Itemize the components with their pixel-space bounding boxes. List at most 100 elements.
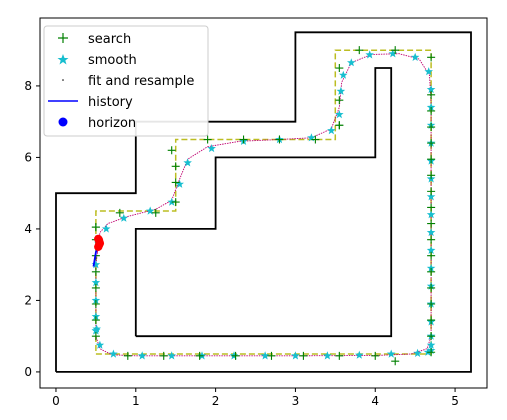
search-point (391, 357, 400, 366)
search-point (427, 235, 436, 244)
smooth-point (145, 206, 155, 215)
smooth-point (167, 351, 176, 360)
smooth-point (339, 70, 348, 79)
smooth-point (355, 350, 364, 359)
search-point (239, 135, 248, 144)
search-point (335, 64, 344, 73)
legend-item-history: history (48, 95, 133, 110)
search-point (91, 267, 100, 276)
smooth-point (119, 213, 129, 222)
search-point (171, 178, 180, 187)
search-point (427, 267, 436, 276)
search-point (91, 283, 100, 292)
x-tick-label: 0 (52, 394, 60, 408)
walls-layer (55, 31, 472, 373)
search-point (91, 316, 100, 325)
legend-box (43, 25, 209, 137)
search-point (391, 46, 400, 55)
smooth-point (426, 340, 436, 349)
smooth-point (95, 340, 105, 349)
smooth-point (424, 67, 433, 76)
smooth-point (336, 86, 346, 95)
smooth-layer (91, 49, 436, 360)
search-point (335, 121, 344, 130)
search-point (203, 135, 212, 144)
search-point (355, 46, 364, 55)
smooth-point (91, 260, 101, 269)
search-point (195, 351, 204, 360)
search-point (427, 139, 436, 148)
legend-item-smooth: smooth (57, 53, 137, 68)
search-point (335, 351, 344, 360)
fit-resample-curve (95, 53, 432, 357)
search-point (427, 283, 436, 292)
legend-label-smooth: smooth (88, 53, 137, 68)
search-point (171, 198, 180, 207)
search-point (91, 332, 100, 341)
outer-wall (55, 31, 472, 373)
search-point (427, 106, 436, 115)
smooth-point (175, 179, 184, 188)
smooth-point (183, 158, 192, 167)
y-tick-label: 0 (24, 365, 32, 379)
search-point (311, 135, 320, 144)
smooth-point (137, 351, 147, 360)
smooth-point (260, 351, 270, 360)
smooth-point (307, 133, 316, 142)
smooth-point (102, 224, 111, 233)
search-layer (91, 46, 436, 366)
y-tick-label: 6 (24, 150, 32, 164)
search-point (299, 351, 308, 360)
smooth-point (207, 144, 216, 153)
search-point (427, 332, 436, 341)
search-point (427, 348, 436, 357)
smooth-point (327, 126, 336, 135)
legend-label-fit: fit and resample (88, 74, 194, 89)
horizon-point (94, 234, 103, 244)
legend-item-horizon: horizon (58, 116, 136, 131)
smooth-point (426, 228, 436, 237)
x-tick-label: 3 (292, 394, 300, 408)
y-tick-label: 4 (24, 222, 32, 236)
search-point (231, 351, 240, 360)
smooth-point (426, 210, 436, 219)
y-tick-label: 2 (24, 293, 32, 307)
search-point (167, 146, 176, 155)
search-point (151, 208, 160, 217)
search-point (267, 351, 276, 360)
smooth-point (109, 349, 118, 358)
search-point (159, 351, 168, 360)
horizon-layer (94, 234, 105, 251)
x-tick-label: 1 (132, 394, 140, 408)
search-point (171, 162, 180, 171)
smooth-point (386, 349, 396, 358)
smooth-point (426, 245, 436, 254)
search-point (427, 203, 436, 212)
search-point (427, 187, 436, 196)
smooth-point (426, 85, 436, 94)
smooth-point (323, 351, 332, 360)
search-point (335, 96, 344, 105)
legend-item-search: search (58, 32, 131, 47)
search-point (427, 155, 436, 164)
search-point (427, 123, 436, 132)
legend-marker-fit (62, 79, 64, 81)
search-point (427, 219, 436, 228)
fit-resample-layer (95, 53, 432, 357)
legend-marker-search (58, 33, 68, 43)
smooth-point (410, 52, 420, 61)
smooth-point (413, 348, 422, 357)
smooth-point (426, 192, 436, 201)
legend-item-fit-and-resample: fit and resample (62, 74, 194, 89)
search-point (275, 135, 284, 144)
legend-marker-horizon (58, 117, 68, 127)
search-point (427, 299, 436, 308)
search-point (371, 351, 380, 360)
legend-label-horizon: horizon (88, 116, 136, 131)
search-point (427, 316, 436, 325)
search-point (91, 299, 100, 308)
legend-marker-smooth (57, 54, 69, 65)
smooth-point (291, 351, 300, 360)
x-tick-label: 4 (371, 394, 379, 408)
